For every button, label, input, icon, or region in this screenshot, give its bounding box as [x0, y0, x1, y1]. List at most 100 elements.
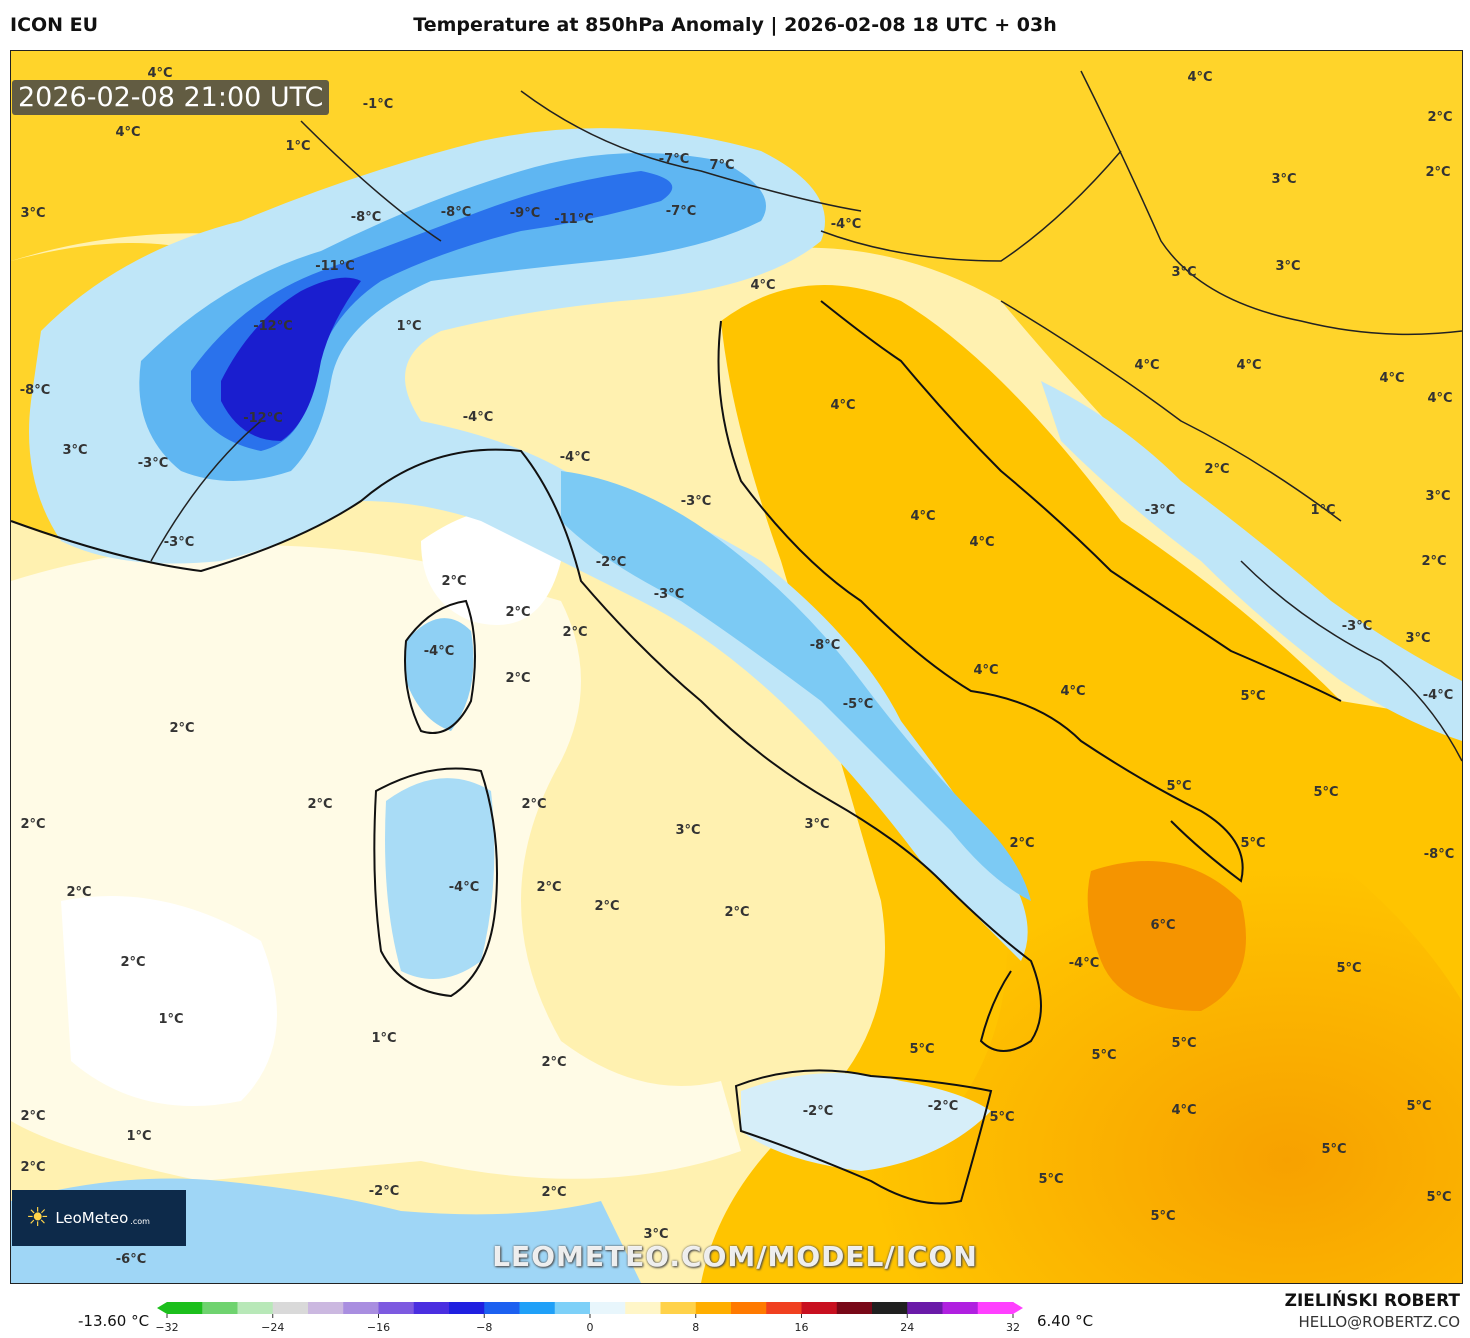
isotherm-label: 2°C — [594, 899, 619, 914]
isotherm-label: 2°C — [505, 671, 530, 686]
isotherm-label: 4°C — [910, 509, 935, 524]
colorbar-swatch — [519, 1302, 556, 1314]
isotherm-label: -2°C — [928, 1099, 958, 1114]
isotherm-label: -3°C — [654, 587, 684, 602]
colorbar-swatch — [977, 1302, 1014, 1314]
isotherm-label: 4°C — [750, 278, 775, 293]
isotherm-label: -7°C — [659, 152, 689, 167]
isotherm-label: 2°C — [562, 625, 587, 640]
isotherm-label: 3°C — [1405, 631, 1430, 646]
logo-suffix: .com — [130, 1216, 150, 1226]
isotherm-label: -4°C — [831, 217, 861, 232]
isotherm-label: -8°C — [20, 383, 50, 398]
coastline-corsica — [404, 599, 476, 734]
author-credit: ZIELIŃSKI ROBERT — [1284, 1291, 1460, 1311]
isotherm-label: 2°C — [441, 574, 466, 589]
isotherm-label: 3°C — [62, 443, 87, 458]
isotherm-label: -8°C — [351, 210, 381, 225]
isotherm-label: -1°C — [363, 97, 393, 112]
zone-warm-core — [1087, 861, 1246, 1011]
isotherm-label: 6°C — [1150, 918, 1175, 933]
colorbar-swatch — [872, 1302, 908, 1314]
colorbar-swatch — [801, 1302, 838, 1314]
isotherm-label: 3°C — [1171, 265, 1196, 280]
isotherm-label: 2°C — [20, 1109, 45, 1124]
colorbar-tick-label: −24 — [261, 1321, 284, 1334]
leometeo-logo[interactable]: ☀ LeoMeteo .com — [12, 1190, 186, 1246]
colorbar-tick-label: 32 — [1006, 1321, 1020, 1334]
isotherm-label: 5°C — [1321, 1142, 1346, 1157]
isotherm-label: -9°C — [510, 206, 540, 221]
zone-cold-apennines — [561, 471, 1031, 901]
isotherm-label: 2°C — [521, 797, 546, 812]
isotherm-label: 4°C — [969, 535, 994, 550]
zone-warm-ionian — [761, 791, 1462, 1283]
isotherm-label: -4°C — [449, 880, 479, 895]
isotherm-label: -6°C — [116, 1252, 146, 1267]
colorbar-swatch — [378, 1302, 415, 1314]
colorbar-swatch — [202, 1302, 239, 1314]
isotherm-label: 3°C — [804, 817, 829, 832]
temperature-anomaly-map[interactable]: 4°C -1°C 4°C 1°C 3°C -8°C -8°C -9°C -11°C -7°C 7°C… — [10, 50, 1463, 1284]
isotherm-label: 4°C — [1060, 684, 1085, 699]
colorbar: −32 −24 −16 −8 0 8 16 24 32 — [155, 1302, 1023, 1334]
isotherm-label: 2°C — [541, 1185, 566, 1200]
colorbar-swatch — [308, 1302, 344, 1314]
isotherm-label: 2°C — [169, 721, 194, 736]
isotherm-label: 3°C — [643, 1227, 668, 1242]
isotherm-label: -11°C — [554, 212, 594, 227]
isotherm-label: 4°C — [1134, 358, 1159, 373]
isotherm-label: -8°C — [441, 205, 471, 220]
colorbar-swatch — [554, 1302, 591, 1314]
colorbar-swatch — [660, 1302, 697, 1314]
isotherm-label: 2°C — [505, 605, 530, 620]
isotherm-labels: 4°C -1°C 4°C 1°C 3°C -8°C -8°C -9°C -11°C -7°C 7°C… — [20, 66, 1454, 1267]
isotherm-label: 2°C — [1427, 110, 1452, 125]
isotherm-label: -3°C — [164, 535, 194, 550]
isotherm-label: 2°C — [1204, 462, 1229, 477]
isotherm-label: -3°C — [1342, 619, 1372, 634]
isotherm-label: -3°C — [1145, 503, 1175, 518]
colorbar-min-arrow — [157, 1302, 167, 1314]
colorbar-tick-label: 0 — [587, 1321, 594, 1334]
coastline-sardinia — [373, 767, 498, 998]
isotherm-label: 5°C — [1038, 1172, 1063, 1187]
isotherm-label: -11°C — [315, 259, 355, 274]
isotherm-label: 5°C — [1336, 961, 1361, 976]
zone-cold-corsica — [406, 618, 474, 731]
colorbar-swatch — [731, 1302, 767, 1314]
colorbar-swatch — [343, 1302, 380, 1314]
isotherm-label: 1°C — [158, 1012, 183, 1027]
isotherm-label: 5°C — [1406, 1099, 1431, 1114]
isotherm-label: 4°C — [147, 66, 172, 81]
isotherm-label: 4°C — [115, 125, 140, 140]
colorbar-swatch — [484, 1302, 521, 1314]
isotherm-label: -4°C — [463, 410, 493, 425]
zone-cold-balkans — [1041, 381, 1462, 741]
isotherm-label: 3°C — [20, 206, 45, 221]
isotherm-label: 4°C — [1187, 70, 1212, 85]
zone-white-patch — [61, 896, 277, 1106]
isotherm-label: 1°C — [126, 1129, 151, 1144]
valid-time-badge: 2026-02-08 21:00 UTC — [12, 80, 330, 115]
zone-cold-sicily — [741, 1073, 991, 1171]
isotherm-label: 4°C — [1379, 371, 1404, 386]
colorbar-tick-label: 8 — [692, 1321, 699, 1334]
isotherm-label: 2°C — [1425, 165, 1450, 180]
zone-cold-alps-deep — [221, 277, 361, 441]
isotherm-label: -2°C — [803, 1104, 833, 1119]
isotherm-label: 7°C — [709, 158, 734, 173]
country-borders — [150, 70, 1462, 762]
colorbar-swatch — [625, 1302, 662, 1314]
colorbar-swatch — [907, 1302, 944, 1314]
coastline-croatia — [820, 300, 1342, 702]
colorbar-min-label: -13.60 °C — [78, 1312, 150, 1330]
isotherm-label: 1°C — [285, 139, 310, 154]
isotherm-label: -4°C — [560, 450, 590, 465]
isotherm-label: 5°C — [909, 1042, 934, 1057]
isotherm-label: 2°C — [1421, 554, 1446, 569]
colorbar-max-label: 6.40 °C — [1037, 1312, 1094, 1330]
isotherm-label: 1°C — [396, 319, 421, 334]
isotherm-label: -4°C — [1423, 688, 1453, 703]
coastline-sicily — [734, 1069, 993, 1205]
